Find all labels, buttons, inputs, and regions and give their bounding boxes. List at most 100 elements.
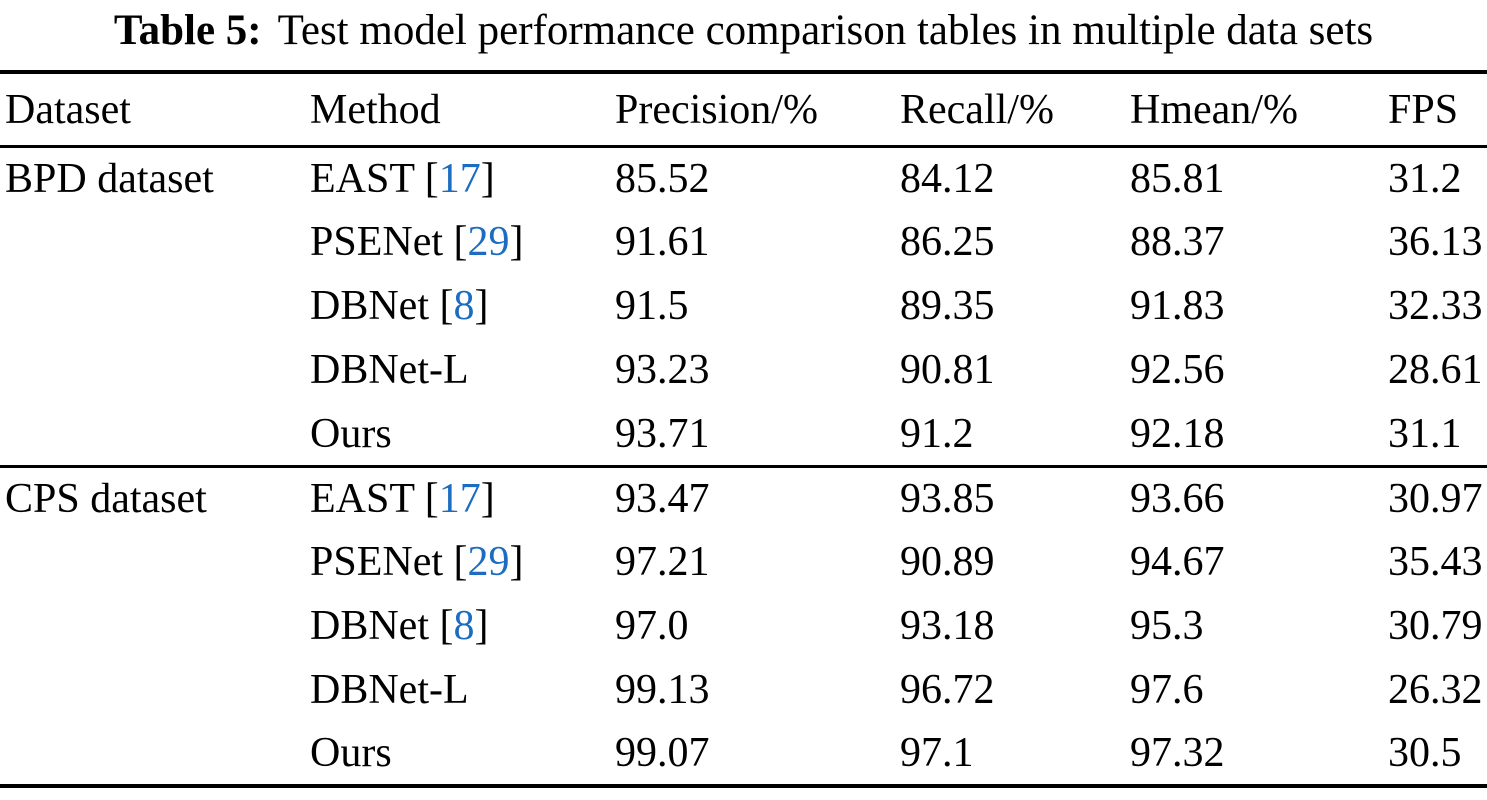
hmean-value: 94.67 bbox=[1130, 539, 1225, 586]
method-cell: DBNet [8] bbox=[310, 283, 489, 330]
method-name: DBNet-L bbox=[310, 667, 469, 714]
hmean-value: 97.6 bbox=[1130, 667, 1204, 714]
recall-value: 91.2 bbox=[900, 410, 974, 457]
recall-value: 93.18 bbox=[900, 603, 995, 650]
column-header-method: Method bbox=[310, 86, 441, 133]
fps-value: 31.2 bbox=[1388, 156, 1462, 203]
method-name: DBNet-L bbox=[310, 347, 469, 394]
table-row: DBNet-L 93.23 90.81 92.56 28.61 bbox=[0, 338, 1487, 402]
method-cell: EAST [17] bbox=[310, 476, 495, 523]
method-name: PSENet bbox=[310, 539, 444, 586]
dataset-label bbox=[0, 594, 310, 658]
dataset-label bbox=[0, 210, 310, 274]
caption-label: Table 5: bbox=[113, 7, 262, 54]
method-name: Ours bbox=[310, 410, 392, 457]
precision-value: 97.0 bbox=[615, 603, 689, 650]
dataset-label: BPD dataset bbox=[5, 156, 214, 203]
fps-value: 36.13 bbox=[1388, 219, 1483, 266]
method-name: PSENet bbox=[310, 219, 444, 266]
recall-value: 89.35 bbox=[900, 283, 995, 330]
recall-value: 90.89 bbox=[900, 539, 995, 586]
precision-value: 91.61 bbox=[615, 219, 710, 266]
column-header-fps: FPS bbox=[1388, 86, 1459, 133]
precision-value: 93.71 bbox=[615, 410, 710, 457]
column-header-recall: Recall/% bbox=[900, 86, 1054, 133]
table-row: Ours 99.07 97.1 97.32 30.5 bbox=[0, 722, 1487, 786]
hmean-value: 97.32 bbox=[1130, 730, 1225, 777]
citation-link[interactable]: 8 bbox=[453, 283, 475, 330]
citation-link[interactable]: 29 bbox=[467, 219, 510, 266]
table-caption: Table 5: Test model performance compariso… bbox=[0, 0, 1487, 57]
citation-link[interactable]: 17 bbox=[438, 476, 481, 523]
method-name: DBNet bbox=[310, 603, 429, 650]
dataset-label bbox=[0, 722, 310, 786]
recall-value: 93.85 bbox=[900, 476, 995, 523]
precision-value: 91.5 bbox=[615, 283, 689, 330]
method-cell: DBNet [8] bbox=[310, 603, 489, 650]
hmean-value: 85.81 bbox=[1130, 156, 1225, 203]
performance-table: Dataset Method Precision/% Recall/% Hmea… bbox=[0, 70, 1487, 789]
table-row: BPD dataset EAST [17] 85.52 84.12 85.81 31.2 bbox=[0, 146, 1487, 210]
recall-value: 86.25 bbox=[900, 219, 995, 266]
fps-value: 26.32 bbox=[1388, 667, 1483, 714]
citation-link[interactable]: 29 bbox=[467, 539, 510, 586]
precision-value: 99.13 bbox=[615, 667, 710, 714]
recall-value: 97.1 bbox=[900, 730, 974, 777]
fps-value: 30.79 bbox=[1388, 603, 1483, 650]
table-row: DBNet [8] 91.5 89.35 91.83 32.33 bbox=[0, 274, 1487, 338]
dataset-label bbox=[0, 338, 310, 402]
citation-link[interactable]: 17 bbox=[438, 156, 481, 203]
fps-value: 30.5 bbox=[1388, 730, 1462, 777]
precision-value: 97.21 bbox=[615, 539, 710, 586]
table-row: DBNet [8] 97.0 93.18 95.3 30.79 bbox=[0, 594, 1487, 658]
method-cell: PSENet [29] bbox=[310, 539, 524, 586]
column-header-dataset: Dataset bbox=[5, 86, 131, 133]
recall-value: 96.72 bbox=[900, 667, 995, 714]
method-cell: Ours bbox=[310, 402, 615, 466]
fps-value: 32.33 bbox=[1388, 283, 1483, 330]
dataset-label bbox=[0, 274, 310, 338]
table-row: Ours 93.71 91.2 92.18 31.1 bbox=[0, 402, 1487, 466]
method-cell: EAST [17] bbox=[310, 156, 495, 203]
table-row: PSENet [29] 91.61 86.25 88.37 36.13 bbox=[0, 210, 1487, 274]
dataset-label bbox=[0, 402, 310, 466]
method-cell: PSENet [29] bbox=[310, 219, 524, 266]
hmean-value: 91.83 bbox=[1130, 283, 1225, 330]
method-name: DBNet bbox=[310, 283, 429, 330]
column-header-precision: Precision/% bbox=[615, 86, 818, 133]
method-name: EAST bbox=[310, 156, 415, 203]
fps-value: 31.1 bbox=[1388, 410, 1462, 457]
method-cell: DBNet-L bbox=[310, 338, 615, 402]
method-name: Ours bbox=[310, 730, 392, 777]
table-row: CPS dataset EAST [17] 93.47 93.85 93.66 30.97 bbox=[0, 466, 1487, 530]
caption-text: Test model performance comparison tables… bbox=[277, 7, 1374, 54]
method-cell: Ours bbox=[310, 722, 615, 786]
hmean-value: 92.18 bbox=[1130, 410, 1225, 457]
method-cell: DBNet-L bbox=[310, 658, 615, 722]
table-row: DBNet-L 99.13 96.72 97.6 26.32 bbox=[0, 658, 1487, 722]
column-header-hmean: Hmean/% bbox=[1130, 86, 1298, 133]
table-section: BPD dataset EAST [17] 85.52 84.12 85.81 31.2 P… bbox=[0, 146, 1487, 466]
precision-value: 93.23 bbox=[615, 347, 710, 394]
hmean-value: 95.3 bbox=[1130, 603, 1204, 650]
precision-value: 99.07 bbox=[615, 730, 710, 777]
recall-value: 84.12 bbox=[900, 156, 995, 203]
hmean-value: 92.56 bbox=[1130, 347, 1225, 394]
hmean-value: 93.66 bbox=[1130, 476, 1225, 523]
fps-value: 35.43 bbox=[1388, 539, 1483, 586]
precision-value: 85.52 bbox=[615, 156, 710, 203]
dataset-label bbox=[0, 658, 310, 722]
citation-link[interactable]: 8 bbox=[453, 603, 475, 650]
hmean-value: 88.37 bbox=[1130, 219, 1225, 266]
table-section: CPS dataset EAST [17] 93.47 93.85 93.66 30.97… bbox=[0, 466, 1487, 786]
table-header-row: Dataset Method Precision/% Recall/% Hmea… bbox=[0, 72, 1487, 147]
method-name: EAST bbox=[310, 476, 415, 523]
dataset-label: CPS dataset bbox=[5, 476, 207, 523]
precision-value: 93.47 bbox=[615, 476, 710, 523]
fps-value: 28.61 bbox=[1388, 347, 1483, 394]
recall-value: 90.81 bbox=[900, 347, 995, 394]
dataset-label bbox=[0, 530, 310, 594]
table-row: PSENet [29] 97.21 90.89 94.67 35.43 bbox=[0, 530, 1487, 594]
fps-value: 30.97 bbox=[1388, 476, 1483, 523]
